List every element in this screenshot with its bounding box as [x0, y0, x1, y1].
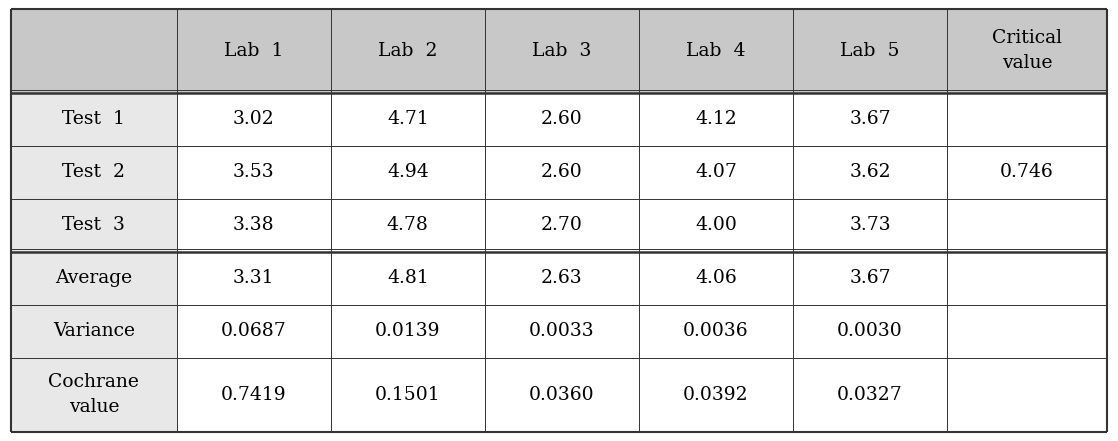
Bar	[331, 305, 485, 358]
Text: Lab  5: Lab 5	[841, 42, 900, 60]
Bar	[11, 252, 177, 305]
Bar	[947, 9, 1107, 93]
Bar	[331, 9, 485, 93]
Bar	[638, 199, 793, 252]
Bar	[177, 199, 331, 252]
Text: 4.12: 4.12	[695, 111, 737, 128]
Bar	[947, 252, 1107, 305]
Bar	[638, 358, 793, 432]
Text: 0.0033: 0.0033	[529, 322, 595, 340]
Text: 2.70: 2.70	[541, 217, 582, 234]
Text: 3.67: 3.67	[850, 111, 891, 128]
Bar	[331, 93, 485, 146]
Text: 4.06: 4.06	[695, 269, 737, 287]
Text: 0.0030: 0.0030	[837, 322, 903, 340]
Text: 2.63: 2.63	[541, 269, 582, 287]
Bar	[793, 9, 947, 93]
Bar	[177, 93, 331, 146]
Bar	[638, 9, 793, 93]
Text: 2.60: 2.60	[541, 111, 582, 128]
Text: 2.60: 2.60	[541, 164, 582, 181]
Bar	[11, 93, 177, 146]
Bar	[11, 146, 177, 199]
Bar	[947, 93, 1107, 146]
Text: Critical
value: Critical value	[992, 30, 1062, 72]
Text: Lab  4: Lab 4	[686, 42, 746, 60]
Text: 0.0036: 0.0036	[683, 322, 749, 340]
Bar	[638, 146, 793, 199]
Text: 3.31: 3.31	[233, 269, 274, 287]
Bar	[793, 93, 947, 146]
Bar	[638, 93, 793, 146]
Bar	[331, 252, 485, 305]
Text: 4.71: 4.71	[387, 111, 428, 128]
Bar	[177, 146, 331, 199]
Bar	[177, 358, 331, 432]
Text: 4.94: 4.94	[387, 164, 428, 181]
Bar	[793, 199, 947, 252]
Bar	[793, 305, 947, 358]
Bar	[11, 199, 177, 252]
Bar	[11, 305, 177, 358]
Bar	[485, 93, 638, 146]
Bar	[177, 252, 331, 305]
Text: 0.0392: 0.0392	[683, 386, 749, 404]
Bar	[947, 305, 1107, 358]
Bar	[947, 199, 1107, 252]
Bar	[793, 358, 947, 432]
Text: Lab  3: Lab 3	[532, 42, 591, 60]
Text: Test  2: Test 2	[63, 164, 125, 181]
Text: 3.73: 3.73	[850, 217, 891, 234]
Text: 4.00: 4.00	[695, 217, 737, 234]
Text: 3.62: 3.62	[850, 164, 891, 181]
Text: 3.38: 3.38	[233, 217, 275, 234]
Text: 0.1501: 0.1501	[375, 386, 440, 404]
Bar	[331, 146, 485, 199]
Text: 0.0687: 0.0687	[221, 322, 286, 340]
Bar	[485, 9, 638, 93]
Bar	[485, 146, 638, 199]
Bar	[177, 305, 331, 358]
Text: 4.07: 4.07	[695, 164, 737, 181]
Bar	[485, 358, 638, 432]
Text: Average: Average	[56, 269, 133, 287]
Bar	[331, 199, 485, 252]
Text: 3.02: 3.02	[233, 111, 275, 128]
Bar	[177, 9, 331, 93]
Text: 3.53: 3.53	[233, 164, 275, 181]
Text: 0.746: 0.746	[1001, 164, 1054, 181]
Bar	[638, 305, 793, 358]
Text: Variance: Variance	[53, 322, 135, 340]
Text: Cochrane
value: Cochrane value	[48, 374, 140, 416]
Bar	[947, 358, 1107, 432]
Bar	[485, 252, 638, 305]
Text: 0.0139: 0.0139	[375, 322, 440, 340]
Text: 0.7419: 0.7419	[221, 386, 286, 404]
Text: 0.0327: 0.0327	[837, 386, 903, 404]
Text: Test  3: Test 3	[63, 217, 125, 234]
Bar	[793, 146, 947, 199]
Bar	[638, 252, 793, 305]
Text: Test  1: Test 1	[63, 111, 125, 128]
Text: 4.81: 4.81	[387, 269, 428, 287]
Text: Lab  1: Lab 1	[224, 42, 283, 60]
Text: 4.78: 4.78	[387, 217, 428, 234]
Bar	[947, 146, 1107, 199]
Bar	[485, 305, 638, 358]
Bar	[11, 358, 177, 432]
Bar	[793, 252, 947, 305]
Bar	[485, 199, 638, 252]
Text: 0.0360: 0.0360	[529, 386, 595, 404]
Text: 3.67: 3.67	[850, 269, 891, 287]
Bar	[11, 9, 177, 93]
Bar	[331, 358, 485, 432]
Text: Lab  2: Lab 2	[378, 42, 437, 60]
